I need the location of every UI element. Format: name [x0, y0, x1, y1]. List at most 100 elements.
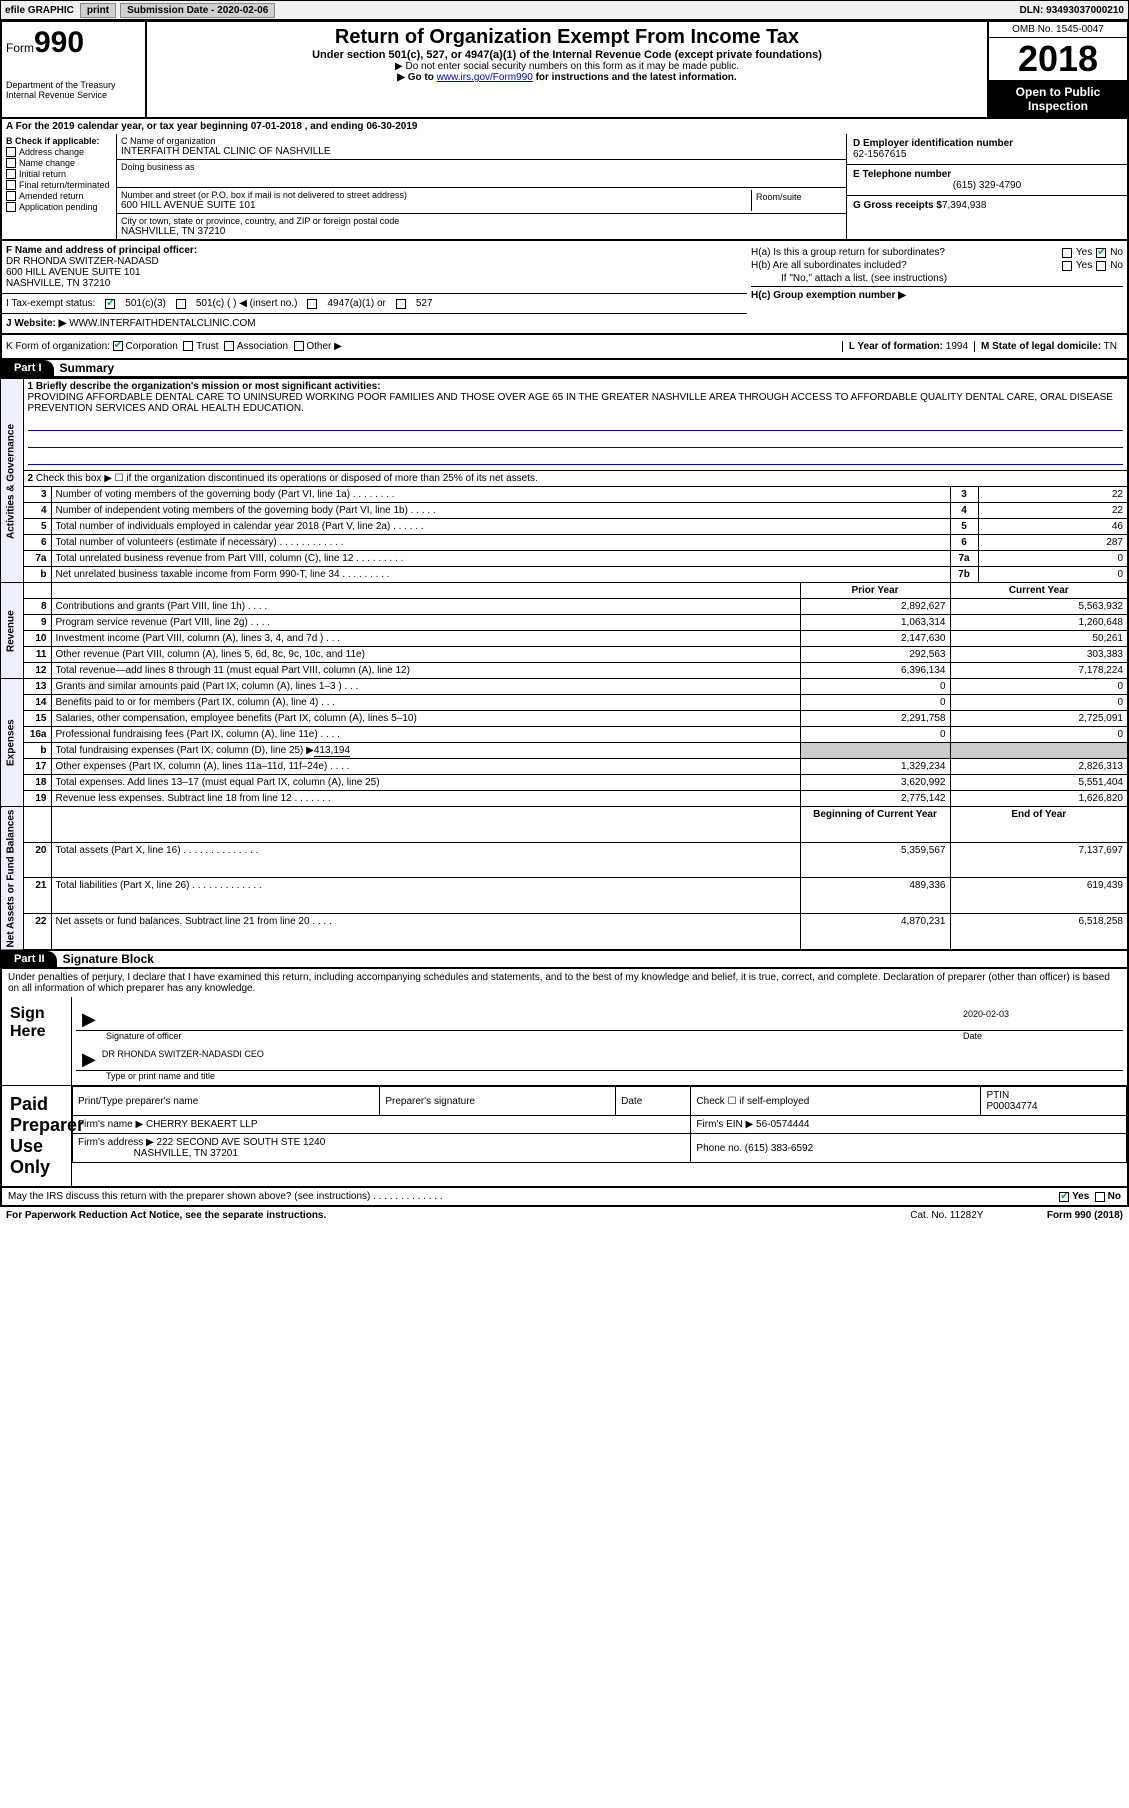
501c-checkbox[interactable]: [176, 299, 186, 309]
f-label: F Name and address of principal officer:: [6, 245, 197, 256]
ha-yes-checkbox[interactable]: [1062, 248, 1072, 258]
ptin-cell: PTINP00034774: [981, 1087, 1127, 1116]
n3: 3: [23, 487, 51, 503]
print-button[interactable]: print: [80, 3, 116, 18]
dba-label: Doing business as: [121, 162, 842, 172]
l21: Total liabilities (Part X, line 26) . . …: [51, 878, 800, 914]
street-label: Number and street (or P.O. box if mail i…: [121, 190, 751, 200]
section-f-to-j: F Name and address of principal officer:…: [0, 241, 1129, 335]
c14: 0: [950, 695, 1128, 711]
b-label: B Check if applicable:: [6, 136, 100, 146]
f-name: DR RHONDA SWITZER-NADASD: [6, 256, 159, 267]
col-c: C Name of organization INTERFAITH DENTAL…: [117, 134, 847, 239]
line1: 1 Briefly describe the organization's mi…: [23, 379, 1128, 471]
l12: Total revenue—add lines 8 through 11 (mu…: [51, 663, 800, 679]
l13: Grants and similar amounts paid (Part IX…: [51, 679, 800, 695]
ha-yes: Yes: [1076, 247, 1092, 258]
name-change-checkbox[interactable]: [6, 158, 16, 168]
hb-no-checkbox[interactable]: [1096, 261, 1106, 271]
p11: 292,563: [800, 647, 950, 663]
addr-change-checkbox[interactable]: [6, 147, 16, 157]
section-b-to-g: B Check if applicable: Address change Na…: [0, 134, 1129, 241]
p17: 1,329,234: [800, 759, 950, 775]
amended-return-checkbox[interactable]: [6, 191, 16, 201]
summary-table: Activities & Governance 1 Briefly descri…: [0, 378, 1129, 951]
discuss-no-checkbox[interactable]: [1095, 1192, 1105, 1202]
n11: 11: [23, 647, 51, 663]
irs-link[interactable]: www.irs.gov/Form990: [437, 72, 533, 83]
v7a: 0: [978, 551, 1128, 567]
officer-sig: [102, 1009, 963, 1030]
other-label: Other ▶: [306, 341, 341, 352]
hc-line: H(c) Group exemption number ▶: [751, 286, 1123, 301]
hint-pre: ▶ Go to: [397, 72, 436, 83]
firm-addr2: NASHVILLE, TN 37201: [134, 1148, 238, 1159]
c10: 50,261: [950, 631, 1128, 647]
l2-text: Check this box ▶ ☐ if the organization d…: [36, 473, 538, 484]
r5: 5: [950, 519, 978, 535]
l10: Investment income (Part VIII, column (A)…: [51, 631, 800, 647]
hb-yes-checkbox[interactable]: [1062, 261, 1072, 271]
other-checkbox[interactable]: [294, 341, 304, 351]
street-col: Number and street (or P.O. box if mail i…: [121, 190, 752, 211]
l1-label: 1 Briefly describe the organization's mi…: [28, 381, 381, 392]
hint-goto: ▶ Go to www.irs.gov/Form990 for instruct…: [151, 72, 983, 83]
header-right: OMB No. 1545-0047 2018 Open to Public In…: [987, 22, 1127, 117]
firm-addr1: 222 SECOND AVE SOUTH STE 1240: [157, 1137, 326, 1148]
ha-no-checkbox[interactable]: [1096, 248, 1106, 258]
p9: 1,063,314: [800, 615, 950, 631]
paid-preparer-row: Paid Preparer Use Only Print/Type prepar…: [2, 1085, 1127, 1186]
arrow-icon: ▶: [76, 1009, 102, 1030]
c8: 5,563,932: [950, 599, 1128, 615]
c13: 0: [950, 679, 1128, 695]
j-label: J Website: ▶: [6, 318, 66, 329]
n19: 19: [23, 791, 51, 807]
line2: 2 Check this box ▶ ☐ if the organization…: [23, 471, 1128, 487]
tab-revenue: Revenue: [1, 583, 23, 679]
n17: 17: [23, 759, 51, 775]
hb-label: H(b) Are all subordinates included?: [751, 260, 1058, 271]
trust-checkbox[interactable]: [183, 341, 193, 351]
col-de: D Employer identification number 62-1567…: [847, 134, 1127, 239]
j-box: J Website: ▶ WWW.INTERFAITHDENTALCLINIC.…: [2, 314, 747, 333]
n16a: 16a: [23, 727, 51, 743]
c12: 7,178,224: [950, 663, 1128, 679]
arrow-icon-2: ▶: [76, 1049, 102, 1070]
l-cell: L Year of formation: 1994: [842, 341, 974, 352]
officer-sig-line: ▶ 2020-02-03: [76, 1001, 1123, 1031]
amended-return-label: Amended return: [19, 191, 84, 201]
city-box: City or town, state or province, country…: [117, 214, 846, 239]
open-to-public: Open to Public Inspection: [989, 81, 1127, 117]
blank-line-1: [28, 417, 1124, 431]
dept-treasury: Department of the Treasury: [6, 80, 141, 90]
discuss-yes: Yes: [1072, 1191, 1089, 1202]
n10: 10: [23, 631, 51, 647]
preparer-content: Print/Type preparer's name Preparer's si…: [72, 1086, 1127, 1186]
corp-checkbox[interactable]: [113, 341, 123, 351]
m-cell: M State of legal domicile: TN: [974, 341, 1123, 352]
k-right: L Year of formation: 1994 M State of leg…: [842, 341, 1123, 352]
n16b: b: [23, 743, 51, 759]
501c3-checkbox[interactable]: [105, 299, 115, 309]
app-pending-checkbox[interactable]: [6, 202, 16, 212]
initial-return-checkbox[interactable]: [6, 169, 16, 179]
hb-note: If "No," attach a list. (see instruction…: [751, 273, 1123, 284]
sig-date: 2020-02-03: [963, 1009, 1123, 1030]
dblank2: [51, 807, 800, 843]
p8: 2,892,627: [800, 599, 950, 615]
assoc-checkbox[interactable]: [224, 341, 234, 351]
ein-box: D Employer identification number 62-1567…: [847, 134, 1127, 165]
p21: 489,336: [800, 878, 950, 914]
527-checkbox[interactable]: [396, 299, 406, 309]
l-value: 1994: [946, 341, 968, 352]
4947-checkbox[interactable]: [307, 299, 317, 309]
final-return-checkbox[interactable]: [6, 180, 16, 190]
discuss-yes-checkbox[interactable]: [1059, 1192, 1069, 1202]
v7b: 0: [978, 567, 1128, 583]
r6: 6: [950, 535, 978, 551]
discuss-no: No: [1108, 1191, 1121, 1202]
ein-value: 62-1567615: [853, 149, 1121, 160]
part1-title: Summary: [54, 361, 115, 375]
sign-here-label: Sign Here: [2, 997, 72, 1085]
submission-date-button[interactable]: Submission Date - 2020-02-06: [120, 3, 275, 18]
